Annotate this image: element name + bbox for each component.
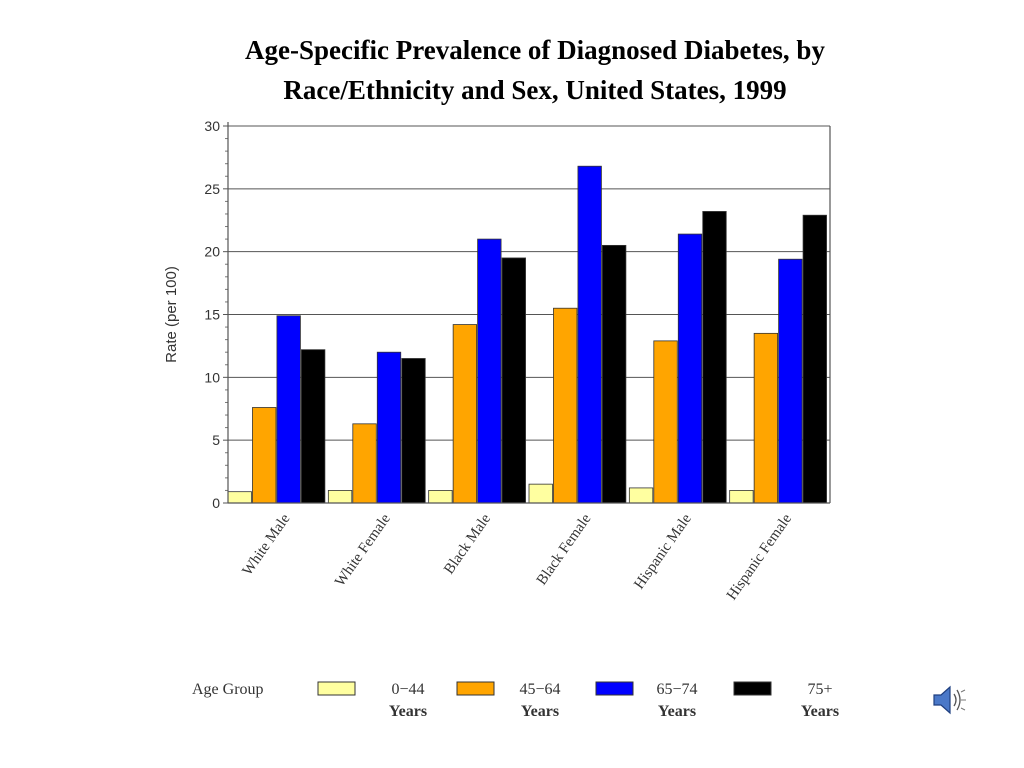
bar-hispanic-female-2	[778, 258, 803, 504]
legend-swatch-0	[317, 681, 356, 696]
legend-label: 0−44	[391, 681, 424, 698]
bar-black-female-1	[553, 307, 578, 504]
y-tick-label: 25	[204, 181, 220, 197]
bar-black-female-3	[602, 244, 627, 504]
legend-label-years: Years	[389, 703, 427, 720]
bar-black-male-1	[452, 324, 478, 504]
bar-hispanic-female-3	[802, 214, 827, 504]
bar-white-female-3	[401, 358, 426, 504]
bar-hispanic-female-1	[753, 332, 779, 504]
x-tick-label: Black Male	[441, 511, 494, 577]
y-tick-label: 15	[204, 307, 220, 323]
bar-hispanic-female-0	[729, 490, 754, 504]
x-tick-label: Black Female	[534, 511, 595, 588]
x-tick-label: White Male	[240, 511, 294, 579]
bar-black-male-2	[477, 238, 502, 504]
bar-black-male-3	[501, 257, 526, 504]
y-tick-label: 5	[212, 432, 220, 448]
bar-hispanic-male-0	[628, 487, 654, 504]
legend-label: 65−74	[656, 681, 697, 698]
y-tick-label: 0	[212, 495, 220, 511]
chart-title: Age-Specific Prevalence of Diagnosed Dia…	[100, 30, 970, 110]
legend-label-years: Years	[521, 703, 559, 720]
x-tick-label: Hispanic Female	[724, 511, 795, 603]
bar-hispanic-male-2	[677, 233, 703, 504]
x-tick-label: White Female	[332, 511, 394, 590]
bar-black-female-0	[528, 483, 553, 504]
y-axis-label: Rate (per 100)	[163, 266, 180, 363]
legend-swatch-3	[733, 681, 772, 696]
legend-label: 45−64	[519, 681, 560, 698]
bar-white-male-1	[252, 407, 277, 504]
chart-title-line-2: Race/Ethnicity and Sex, United States, 1…	[283, 75, 787, 105]
legend-label-years: Years	[658, 703, 696, 720]
y-tick-label: 20	[204, 244, 220, 260]
y-tick-label: 10	[204, 369, 220, 385]
y-tick-label: 30	[204, 118, 220, 134]
speaker-icon[interactable]	[928, 680, 968, 720]
chart-title-line-1: Age-Specific Prevalence of Diagnosed Dia…	[245, 35, 825, 65]
bar-hispanic-male-3	[702, 211, 727, 504]
bar-hispanic-male-1	[653, 340, 678, 504]
legend-swatch-2	[595, 681, 634, 696]
bar-white-female-1	[352, 423, 377, 504]
bar-white-female-0	[327, 490, 353, 504]
legend-label: 75+	[807, 681, 832, 698]
x-tick-label: Hispanic Male	[631, 511, 695, 592]
bar-white-male-0	[227, 491, 252, 504]
bar-white-female-2	[376, 351, 402, 504]
bar-black-male-0	[428, 490, 453, 504]
legend-title: Age Group	[192, 681, 264, 698]
bar-white-male-3	[301, 349, 326, 504]
bar-white-male-2	[276, 315, 301, 504]
legend-label-years: Years	[801, 703, 839, 720]
legend-swatch-1	[456, 681, 495, 696]
bar-black-female-2	[577, 165, 602, 504]
